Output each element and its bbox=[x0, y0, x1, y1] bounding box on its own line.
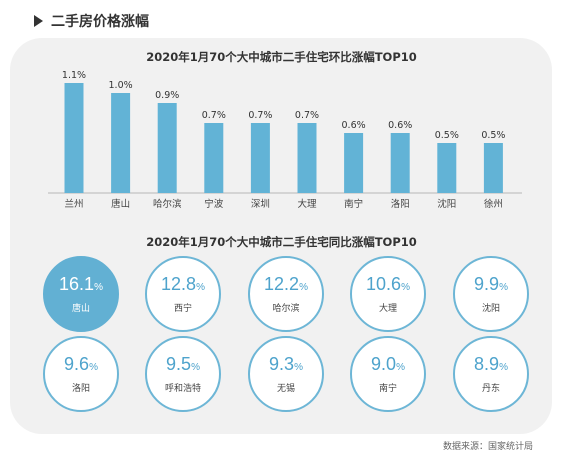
bar-value-label: 0.9% bbox=[155, 90, 179, 101]
yoy-circle: 16.1% 唐山 bbox=[43, 256, 119, 332]
yoy-city: 西宁 bbox=[173, 304, 192, 314]
yoy-city: 洛阳 bbox=[71, 384, 90, 394]
yoy-percent-sign: % bbox=[499, 362, 508, 373]
yoy-number: 10.6 bbox=[366, 274, 402, 294]
bar bbox=[111, 93, 131, 193]
category-label: 兰州 bbox=[64, 198, 83, 210]
bar bbox=[437, 143, 457, 193]
yoy-percent-sign: % bbox=[499, 282, 508, 293]
bar-value-label: 1.0% bbox=[109, 80, 133, 91]
yoy-number: 9.6 bbox=[64, 354, 90, 374]
bar bbox=[157, 103, 177, 193]
yoy-value: 12.8% bbox=[161, 274, 205, 298]
bar bbox=[64, 83, 84, 193]
yoy-circle: 10.6% 大理 bbox=[350, 256, 426, 332]
yoy-city: 哈尔滨 bbox=[272, 304, 300, 314]
bar bbox=[483, 143, 503, 193]
yoy-circle: 9.6% 洛阳 bbox=[43, 336, 119, 412]
yoy-percent-sign: % bbox=[294, 362, 303, 373]
category-label: 沈阳 bbox=[437, 198, 456, 210]
yoy-circle: 12.2% 哈尔滨 bbox=[248, 256, 324, 332]
yoy-value: 9.6% bbox=[64, 354, 98, 378]
yoy-circle: 8.9% 丹东 bbox=[453, 336, 529, 412]
category-label: 宁波 bbox=[204, 198, 224, 210]
bar bbox=[297, 123, 317, 193]
bar-value-label: 0.5% bbox=[435, 130, 459, 141]
bar bbox=[344, 133, 364, 193]
yoy-percent-sign: % bbox=[299, 282, 308, 293]
yoy-circle: 9.9% 沈阳 bbox=[453, 256, 529, 332]
bar bbox=[204, 123, 224, 193]
yoy-value: 9.3% bbox=[269, 354, 303, 378]
category-label: 南宁 bbox=[344, 198, 363, 210]
bar-value-label: 0.5% bbox=[481, 130, 505, 141]
yoy-city: 沈阳 bbox=[481, 304, 500, 314]
yoy-value: 10.6% bbox=[366, 274, 410, 298]
yoy-number: 8.9 bbox=[474, 354, 500, 374]
yoy-value: 9.9% bbox=[474, 274, 508, 298]
bar-value-label: 1.1% bbox=[62, 70, 86, 81]
category-label: 大理 bbox=[297, 198, 317, 210]
yoy-percent-sign: % bbox=[94, 282, 103, 293]
yoy-percent-sign: % bbox=[401, 282, 410, 293]
triangle-icon bbox=[34, 15, 43, 27]
yoy-value: 12.2% bbox=[264, 274, 308, 298]
yoy-value: 8.9% bbox=[474, 354, 508, 378]
yoy-city: 无锡 bbox=[276, 384, 295, 394]
yoy-circle: 9.0% 南宁 bbox=[350, 336, 426, 412]
category-label: 徐州 bbox=[484, 198, 503, 210]
yoy-number: 12.2 bbox=[264, 274, 300, 294]
yoy-number: 9.9 bbox=[474, 274, 500, 294]
data-source: 数据来源：国家统计局 bbox=[442, 442, 533, 452]
yoy-value: 9.5% bbox=[166, 354, 200, 378]
yoy-number: 12.8 bbox=[161, 274, 197, 294]
bar-value-label: 0.7% bbox=[202, 110, 226, 121]
bar-value-label: 0.7% bbox=[295, 110, 319, 121]
yoy-city: 南宁 bbox=[378, 384, 397, 394]
yoy-number: 9.0 bbox=[371, 354, 397, 374]
yoy-circle: 12.8% 西宁 bbox=[145, 256, 221, 332]
bar-value-label: 0.6% bbox=[342, 120, 366, 131]
yoy-percent-sign: % bbox=[191, 362, 200, 373]
bar bbox=[250, 123, 270, 193]
yoy-number: 9.3 bbox=[269, 354, 295, 374]
yoy-number: 16.1 bbox=[59, 274, 95, 294]
category-label: 哈尔滨 bbox=[153, 198, 182, 210]
bar-value-label: 0.6% bbox=[388, 120, 412, 131]
yoy-value: 16.1% bbox=[59, 274, 103, 298]
yoy-city: 丹东 bbox=[481, 384, 500, 394]
yoy-city: 呼和浩特 bbox=[164, 384, 201, 394]
bar bbox=[390, 133, 410, 193]
yoy-value: 9.0% bbox=[371, 354, 405, 378]
circle-chart-title: 2020年1月70个大中城市二手住宅同比涨幅TOP10 bbox=[146, 235, 417, 249]
section-title: 二手房价格涨幅 bbox=[51, 14, 149, 30]
yoy-number: 9.5 bbox=[166, 354, 192, 374]
yoy-city: 唐山 bbox=[71, 304, 90, 314]
category-label: 深圳 bbox=[251, 199, 270, 210]
yoy-percent-sign: % bbox=[196, 282, 205, 293]
yoy-percent-sign: % bbox=[89, 362, 98, 373]
yoy-circle: 9.5% 呼和浩特 bbox=[145, 336, 221, 412]
section-header: 二手房价格涨幅 bbox=[34, 11, 149, 31]
yoy-city: 大理 bbox=[378, 304, 397, 314]
yoy-percent-sign: % bbox=[396, 362, 405, 373]
bar-value-label: 0.7% bbox=[248, 110, 272, 121]
bar-chart-title: 2020年1月70个大中城市二手住宅环比涨幅TOP10 bbox=[146, 50, 417, 64]
yoy-circle: 9.3% 无锡 bbox=[248, 336, 324, 412]
category-label: 唐山 bbox=[111, 198, 130, 210]
category-label: 洛阳 bbox=[391, 198, 410, 210]
